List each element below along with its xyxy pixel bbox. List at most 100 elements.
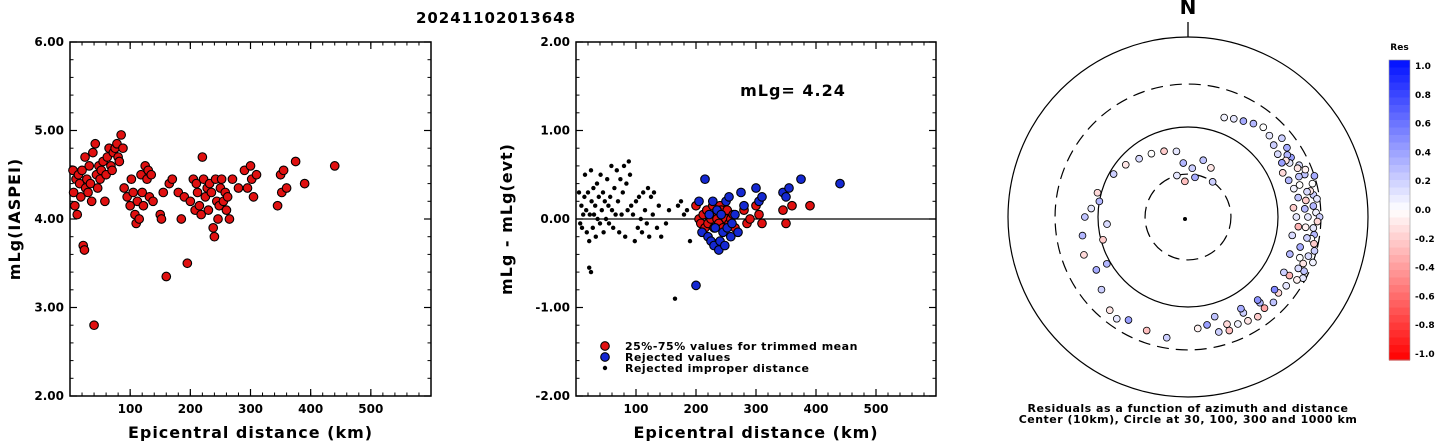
- station-residual-point: [1292, 213, 1301, 221]
- data-point: [148, 196, 158, 207]
- colorbar-segment: [1389, 150, 1410, 159]
- data-point-trimmed: [754, 209, 764, 220]
- station-residual-point: [1294, 193, 1302, 202]
- data-point-trimmed: [757, 218, 767, 229]
- station-residual-point: [1290, 184, 1298, 193]
- polar-caption-line2: Center (10km), Circle at 30, 100, 300 an…: [1019, 413, 1358, 426]
- data-point: [116, 130, 126, 140]
- station-residual-point: [1278, 159, 1286, 167]
- x-tick-label: 200: [683, 402, 708, 416]
- data-point: [272, 200, 283, 211]
- station-residual-point: [1270, 285, 1279, 294]
- data-point-rejected: [736, 187, 746, 198]
- station-residual-point: [1289, 203, 1298, 212]
- data-point-rejected-distance: [596, 194, 601, 200]
- station-residual-point: [1160, 147, 1168, 155]
- data-point: [100, 196, 110, 207]
- station-residual-point: [1109, 170, 1118, 178]
- data-point-rejected: [724, 192, 734, 202]
- data-point: [194, 200, 205, 211]
- colorbar-tick-label: -1.0: [1415, 350, 1435, 360]
- distance-ring: [1054, 83, 1322, 351]
- station-residual-point: [1135, 154, 1143, 163]
- y-tick-label: 2.00: [34, 389, 64, 403]
- colorbar-segment: [1389, 120, 1410, 129]
- x-tick-label: 100: [623, 402, 648, 416]
- polar-caption-line1: Residuals as a function of azimuth and d…: [1028, 402, 1349, 415]
- data-point-rejected-distance: [605, 176, 610, 182]
- station-residual-point: [1295, 172, 1303, 181]
- data-point-rejected-distance: [625, 207, 630, 213]
- data-point: [213, 214, 223, 224]
- data-point-rejected-distance: [675, 203, 681, 208]
- data-point: [158, 187, 169, 198]
- data-point: [72, 209, 83, 220]
- station-residual-point: [1299, 259, 1307, 268]
- data-point-rejected-distance: [635, 225, 640, 231]
- data-point-rejected: [700, 174, 710, 185]
- station-residual-point: [1078, 231, 1087, 240]
- data-point: [114, 156, 125, 167]
- data-point-rejected-distance: [581, 212, 586, 217]
- colorbar-segment: [1389, 217, 1410, 226]
- colorbar-segment: [1389, 187, 1410, 196]
- data-point-rejected: [707, 196, 718, 207]
- data-point-rejected-distance: [579, 225, 585, 231]
- colorbar-tick-label: -0.2: [1415, 235, 1435, 245]
- data-point-rejected-distance: [645, 185, 651, 191]
- colorbar-segment: [1389, 315, 1410, 324]
- data-point-rejected-distance: [618, 176, 623, 182]
- station-residual-point: [1301, 223, 1310, 232]
- x-axis-label: Epicentral distance (km): [633, 423, 878, 441]
- data-point-rejected-distance: [595, 216, 600, 222]
- data-point: [128, 187, 139, 198]
- data-point: [299, 178, 310, 189]
- station-residual-point: [1310, 239, 1318, 248]
- station-residual-point: [1220, 113, 1229, 122]
- station-residual-point: [1234, 320, 1242, 328]
- data-point-rejected-distance: [639, 230, 645, 235]
- data-point-rejected-distance: [642, 207, 648, 213]
- y-tick-label: 2.00: [540, 35, 570, 49]
- station-residual-point: [1172, 147, 1181, 156]
- data-point-rejected-distance: [585, 190, 591, 195]
- colorbar-title: Res: [1390, 43, 1408, 53]
- colorbar-segment: [1389, 247, 1410, 256]
- station-residual-point: [1244, 317, 1252, 325]
- figure-title: 20241102013648: [416, 9, 576, 27]
- data-point-rejected-distance: [606, 221, 612, 226]
- data-point-rejected: [784, 183, 794, 193]
- data-point-rejected-distance: [590, 225, 595, 231]
- data-point-rejected-distance: [588, 168, 594, 173]
- station-residual-point: [1162, 333, 1171, 342]
- data-point-rejected: [730, 209, 740, 220]
- colorbar-segment: [1389, 270, 1410, 279]
- north-label: N: [1180, 0, 1197, 19]
- data-point-rejected-distance: [612, 185, 617, 191]
- data-point-rejected: [727, 218, 737, 229]
- x-axis-label: Epicentral distance (km): [128, 423, 373, 441]
- station-residual-point: [1285, 271, 1294, 280]
- station-residual-point: [1179, 159, 1188, 167]
- colorbar-tick-label: 1.0: [1415, 62, 1431, 72]
- data-point: [182, 258, 193, 269]
- data-point: [119, 183, 129, 193]
- station-residual-point: [1269, 141, 1278, 149]
- data-point-rejected-distance: [654, 225, 660, 231]
- data-point: [248, 192, 259, 202]
- legend-marker: [602, 365, 608, 371]
- station-residual-point: [1112, 314, 1121, 323]
- colorbar-segment: [1389, 352, 1410, 361]
- data-point-rejected: [719, 240, 730, 251]
- colorbar-segment: [1389, 90, 1410, 99]
- station-residual-point: [1208, 178, 1217, 186]
- data-point-rejected-distance: [576, 190, 582, 195]
- station-residual-point: [1308, 179, 1317, 188]
- station-residual-point: [1237, 304, 1245, 313]
- x-tick-label: 300: [238, 402, 263, 416]
- data-point-trimmed: [805, 200, 815, 211]
- data-point-rejected-distance: [632, 238, 637, 244]
- data-point: [227, 174, 238, 185]
- data-point: [146, 169, 157, 180]
- station-residual-point: [1278, 134, 1286, 143]
